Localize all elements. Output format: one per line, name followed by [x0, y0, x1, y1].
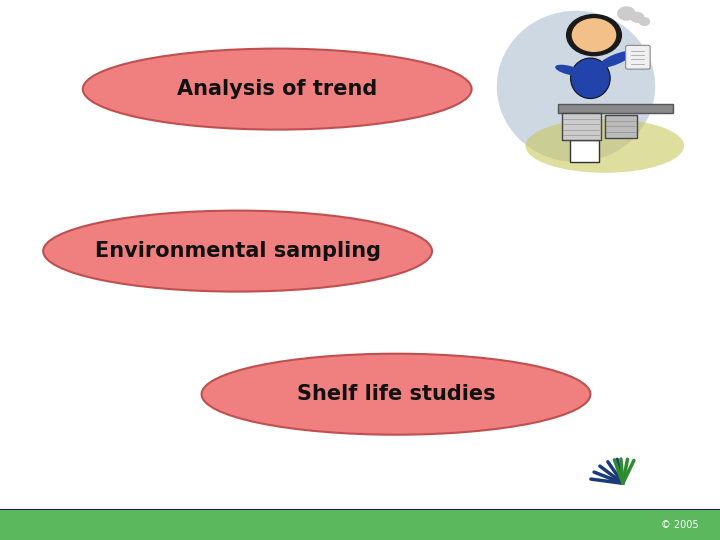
Text: © 2005: © 2005: [661, 520, 698, 530]
Circle shape: [572, 19, 616, 51]
Ellipse shape: [202, 354, 590, 435]
Bar: [0, 510, 720, 540]
Text: Analysis of trend: Analysis of trend: [177, 79, 377, 99]
Text: Environmental sampling: Environmental sampling: [94, 241, 381, 261]
Ellipse shape: [598, 51, 633, 68]
Ellipse shape: [526, 119, 684, 173]
Ellipse shape: [83, 49, 472, 130]
FancyBboxPatch shape: [562, 113, 601, 140]
Circle shape: [567, 15, 621, 56]
Ellipse shape: [571, 58, 610, 98]
Ellipse shape: [555, 65, 582, 76]
Circle shape: [618, 7, 635, 20]
FancyBboxPatch shape: [558, 104, 673, 113]
FancyBboxPatch shape: [570, 140, 599, 162]
FancyBboxPatch shape: [605, 115, 637, 138]
FancyBboxPatch shape: [626, 45, 650, 69]
Circle shape: [639, 18, 649, 25]
Ellipse shape: [497, 11, 655, 162]
Ellipse shape: [43, 211, 432, 292]
Text: Shelf life studies: Shelf life studies: [297, 384, 495, 404]
Circle shape: [631, 12, 644, 22]
